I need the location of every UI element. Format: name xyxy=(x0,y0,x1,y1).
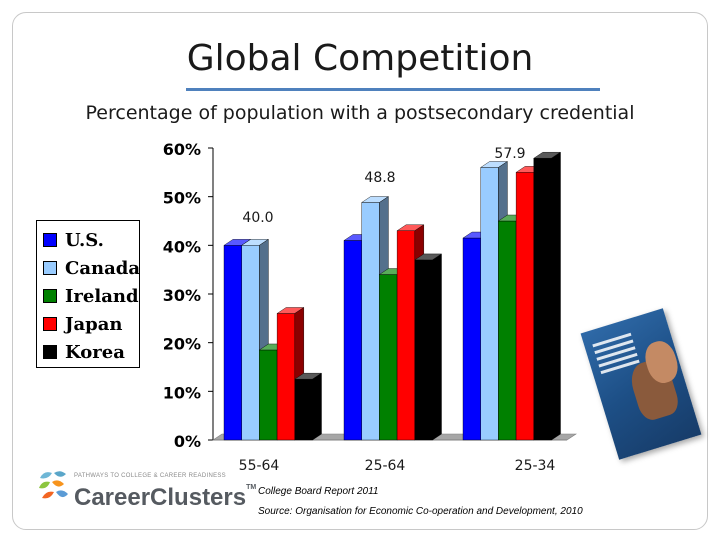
legend-item-japan: Japan xyxy=(43,311,123,337)
y-tick-label: 20% xyxy=(163,335,201,354)
bar xyxy=(241,238,270,441)
legend-item-us: U.S. xyxy=(43,227,104,253)
legend-swatch-canada xyxy=(43,261,57,275)
legend-swatch-ireland xyxy=(43,289,57,303)
report-citation: College Board Report 2011 xyxy=(258,486,379,497)
bar xyxy=(414,253,443,441)
bar-front xyxy=(462,237,481,441)
bar-front xyxy=(533,158,552,441)
y-tick-label: 50% xyxy=(163,189,201,208)
bar-front xyxy=(343,240,362,441)
slide-title: Global Competition xyxy=(186,38,534,79)
title-underline xyxy=(186,88,600,91)
data-label: 48.8 xyxy=(364,170,395,186)
logo-name: CareerClusters xyxy=(74,484,247,511)
logo-trademark: TM xyxy=(246,484,257,491)
bar-front xyxy=(379,274,398,441)
bar-front xyxy=(361,202,380,441)
logo-tagline: PATHWAYS TO COLLEGE & CAREER READINESS xyxy=(74,473,226,479)
legend-item-korea: Korea xyxy=(43,339,125,365)
legend-label-korea: Korea xyxy=(65,341,125,363)
x-tick-label: 25-64 xyxy=(365,458,406,474)
chart-subtitle: Percentage of population with a postseco… xyxy=(85,102,635,124)
bar-front xyxy=(276,313,296,441)
legend-swatch-korea xyxy=(43,345,57,359)
x-tick-label: 25-34 xyxy=(515,458,556,474)
y-tick-label: 30% xyxy=(163,286,201,305)
bar-front xyxy=(396,230,416,441)
bar xyxy=(294,372,323,441)
bar-front xyxy=(414,259,433,441)
legend-swatch-japan xyxy=(43,317,57,331)
legend-swatch-us xyxy=(43,233,57,247)
x-tick-label: 55-64 xyxy=(239,458,280,474)
y-tick-label: 0% xyxy=(174,432,201,451)
bar-group xyxy=(223,151,562,441)
logo-wordmark: CareerClustersTM xyxy=(74,484,256,512)
bar-side xyxy=(432,253,442,441)
bar-side xyxy=(312,372,322,441)
bar-front xyxy=(294,378,313,441)
chart-legend: U.S. Canada Ireland Japan Korea xyxy=(36,220,140,368)
data-label-group: 40.0 48.8 57.9 xyxy=(242,146,525,226)
y-axis: 0% 10% 20% 30% 40% 50% 60% xyxy=(163,140,214,451)
data-label: 57.9 xyxy=(494,146,525,162)
bar-front xyxy=(498,220,517,441)
bar-front xyxy=(259,349,278,441)
data-label: 40.0 xyxy=(242,210,273,226)
bar-front xyxy=(480,167,499,441)
bar-front xyxy=(515,172,534,441)
bar xyxy=(533,151,562,441)
legend-label-ireland: Ireland xyxy=(65,285,139,307)
legend-label-us: U.S. xyxy=(65,229,104,251)
bar-front xyxy=(241,245,260,441)
bar-side xyxy=(551,151,561,441)
y-tick-label: 60% xyxy=(163,140,201,159)
y-tick-label: 40% xyxy=(163,237,201,256)
y-tick-label: 10% xyxy=(163,383,201,402)
career-clusters-logo-icon xyxy=(39,471,68,499)
bar-front xyxy=(223,245,242,441)
legend-item-ireland: Ireland xyxy=(43,283,139,309)
legend-label-japan: Japan xyxy=(65,313,123,335)
source-citation: Source: Organisation for Economic Co-ope… xyxy=(258,506,583,517)
legend-label-canada: Canada xyxy=(65,257,140,279)
legend-item-canada: Canada xyxy=(43,255,140,281)
